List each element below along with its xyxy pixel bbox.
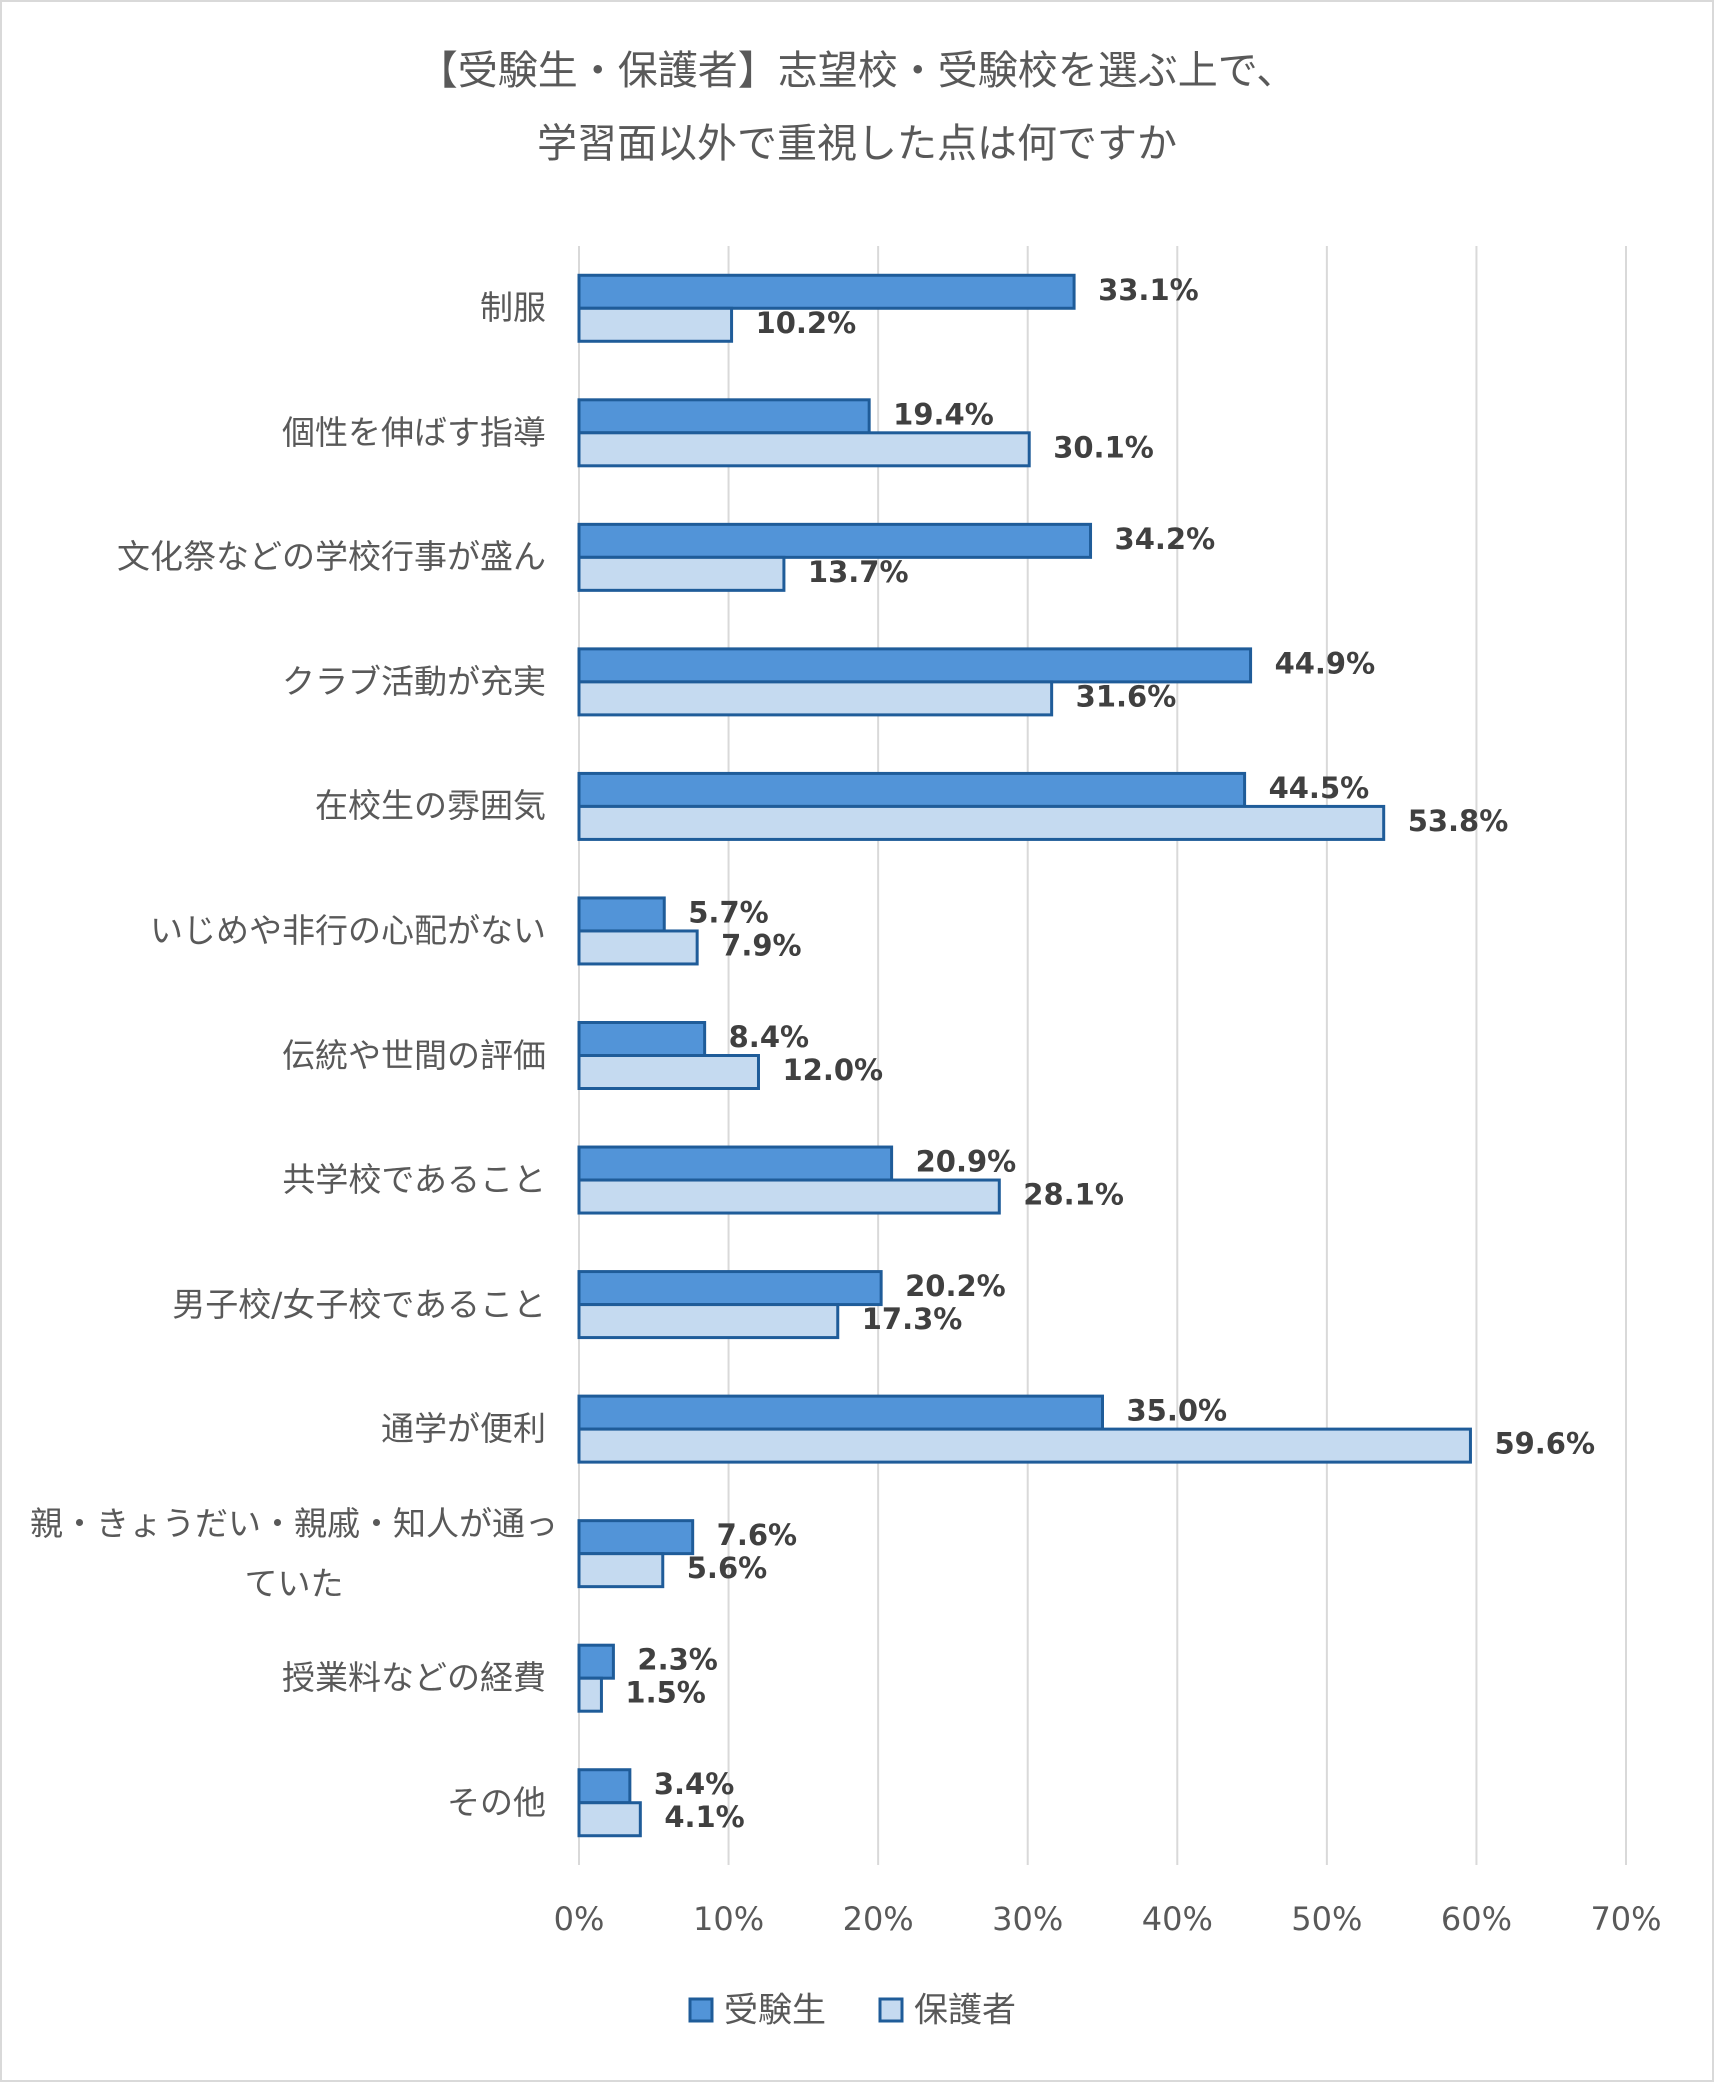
legend-label: 受験生 bbox=[724, 1991, 826, 2031]
data-label: 7.6% bbox=[717, 1518, 797, 1552]
bar bbox=[577, 522, 1093, 559]
bar bbox=[577, 1427, 1472, 1464]
y-tick-label: 伝統や世間の評価 bbox=[282, 1035, 546, 1075]
x-tick-label: 30% bbox=[992, 1900, 1063, 1938]
data-label: 44.5% bbox=[1269, 771, 1370, 805]
y-tick-label: 通学が便利 bbox=[381, 1409, 546, 1449]
x-tick-label: 60% bbox=[1441, 1900, 1512, 1938]
data-label: 31.6% bbox=[1076, 679, 1177, 713]
y-tick-label: クラブ活動が充実 bbox=[282, 661, 546, 701]
data-label: 3.4% bbox=[654, 1767, 734, 1801]
data-label: 28.1% bbox=[1023, 1178, 1124, 1212]
y-tick-label: 在校生の雰囲気 bbox=[315, 786, 546, 826]
bar bbox=[577, 929, 699, 966]
data-label: 59.6% bbox=[1494, 1427, 1595, 1461]
legend-swatch bbox=[688, 1997, 714, 2023]
bar bbox=[577, 431, 1031, 468]
bar bbox=[577, 398, 871, 435]
data-label: 8.4% bbox=[729, 1020, 809, 1054]
data-label: 34.2% bbox=[1115, 522, 1216, 556]
x-tick-label: 0% bbox=[554, 1900, 605, 1938]
y-tick-label: 親・きょうだい・親戚・知人が通っていた bbox=[30, 1503, 558, 1603]
y-tick-label: 男子校/女子校であること bbox=[172, 1284, 546, 1324]
data-label: 7.9% bbox=[721, 928, 801, 962]
chart-title: 【受験生・保護者】志望校・受験校を選ぶ上で、 bbox=[418, 48, 1296, 94]
x-tick-label: 70% bbox=[1590, 1900, 1661, 1938]
y-tick-label: その他 bbox=[447, 1782, 546, 1822]
data-label: 35.0% bbox=[1127, 1394, 1228, 1428]
legend-swatch bbox=[878, 1997, 904, 2023]
legend-label: 保護者 bbox=[914, 1991, 1016, 2031]
bar bbox=[577, 647, 1253, 684]
bar bbox=[577, 1021, 707, 1057]
bar bbox=[577, 680, 1054, 717]
bar bbox=[577, 555, 786, 592]
bar bbox=[577, 1676, 603, 1713]
bar bbox=[577, 771, 1247, 808]
y-tick-label: 制服 bbox=[480, 288, 546, 328]
bar bbox=[577, 1801, 642, 1838]
data-label: 19.4% bbox=[893, 397, 994, 431]
y-tick-label: 個性を伸ばす指導 bbox=[282, 412, 546, 452]
data-label: 53.8% bbox=[1408, 804, 1509, 838]
bar bbox=[577, 1270, 883, 1307]
data-label: 13.7% bbox=[808, 555, 909, 589]
bar bbox=[577, 804, 1386, 841]
data-label: 2.3% bbox=[637, 1643, 717, 1677]
bar bbox=[577, 1519, 695, 1556]
data-label: 17.3% bbox=[862, 1302, 963, 1336]
bar bbox=[577, 1303, 840, 1340]
data-label: 20.9% bbox=[916, 1145, 1017, 1179]
bar bbox=[577, 306, 734, 343]
data-label: 30.1% bbox=[1053, 430, 1154, 464]
bar bbox=[577, 1054, 760, 1090]
y-tick-label: 共学校であること bbox=[282, 1160, 546, 1200]
bar bbox=[577, 896, 666, 933]
data-label: 33.1% bbox=[1098, 273, 1199, 307]
bar bbox=[577, 273, 1076, 310]
bar bbox=[577, 1178, 1001, 1215]
x-tick-label: 10% bbox=[693, 1900, 764, 1938]
bar bbox=[577, 1552, 665, 1589]
data-label: 10.2% bbox=[756, 306, 857, 340]
data-label: 5.6% bbox=[687, 1551, 767, 1585]
data-label: 1.5% bbox=[625, 1676, 705, 1710]
y-tick-label: いじめや非行の心配がない bbox=[150, 910, 546, 950]
data-label: 4.1% bbox=[664, 1800, 744, 1834]
x-tick-label: 40% bbox=[1142, 1900, 1213, 1938]
x-tick-label: 20% bbox=[843, 1900, 914, 1938]
data-label: 20.2% bbox=[905, 1269, 1006, 1303]
data-label: 5.7% bbox=[688, 895, 768, 929]
bar bbox=[577, 1768, 632, 1805]
bar bbox=[577, 1394, 1104, 1431]
x-tick-label: 50% bbox=[1291, 1900, 1362, 1938]
data-label: 44.9% bbox=[1275, 646, 1376, 680]
chart-title: 学習面以外で重視した点は何ですか bbox=[537, 121, 1177, 167]
bar bbox=[577, 1643, 615, 1680]
y-tick-label: 文化祭などの学校行事が盛ん bbox=[117, 537, 546, 577]
bar bbox=[577, 1145, 894, 1182]
y-tick-label: 授業料などの経費 bbox=[282, 1658, 546, 1698]
data-label: 12.0% bbox=[782, 1053, 883, 1087]
